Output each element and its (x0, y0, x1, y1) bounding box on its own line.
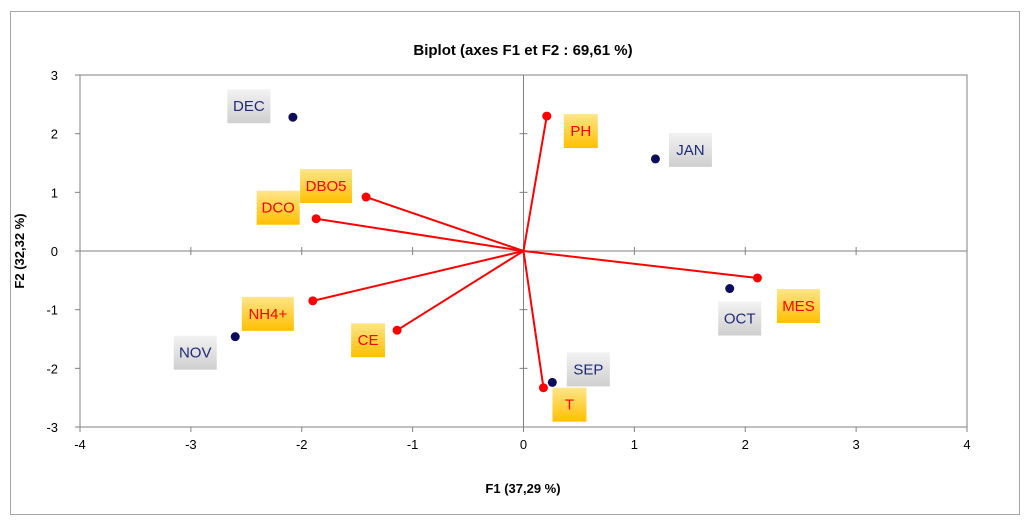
variable-point-ph (542, 111, 552, 121)
observation-label-nov-box (173, 335, 217, 370)
variable-vector-t (522, 250, 545, 388)
variable-vector-ce (396, 250, 525, 332)
variable-label-dco-box (256, 190, 300, 225)
variable-label-ph-text: PH (570, 123, 591, 140)
variable-point-ce (392, 325, 402, 335)
variable-point-dco (311, 214, 321, 224)
chart-frame (10, 11, 1020, 515)
observation-label-jan: JAN (668, 132, 712, 167)
variable-label-ce-text: CE (358, 332, 379, 349)
variable-label-nh4: NH4+ (241, 296, 294, 331)
observation-point-nov (230, 332, 240, 342)
y-tick-label: -1 (46, 303, 58, 318)
point-labels: PH DBO5 DCO MES NH4+ CE T DEC JAN OCT SEP NOV (173, 89, 820, 422)
x-tick-label: 3 (853, 437, 860, 452)
variable-label-nh4-text: NH4+ (248, 306, 287, 323)
variable-label-ce: CE (351, 323, 386, 358)
observation-label-sep-text: SEP (573, 361, 603, 378)
variable-point-nh4 (308, 296, 318, 306)
observation-label-sep-box (566, 352, 610, 387)
variable-label-ce-box (351, 323, 386, 358)
x-tick-label: 4 (963, 437, 970, 452)
observation-label-dec-box (227, 89, 271, 124)
observation-label-dec-text: DEC (233, 98, 265, 115)
y-tick-label: 2 (51, 127, 58, 142)
observation-label-jan-box (668, 132, 712, 167)
x-tick-label: 2 (742, 437, 749, 452)
x-tick-label: -4 (74, 437, 86, 452)
observation-point-dec (288, 112, 298, 122)
variable-point-dbo5 (361, 192, 371, 202)
y-tick-label: -2 (46, 361, 58, 376)
y-tick-label: 1 (51, 185, 58, 200)
variable-vector-ph (522, 115, 548, 252)
x-tick-label: 1 (631, 437, 638, 452)
variable-label-t: T (552, 387, 587, 422)
observation-label-oct-box (718, 301, 762, 336)
variable-vector-dco (316, 217, 524, 252)
variable-vector-mes (523, 250, 758, 279)
observation-points (230, 112, 735, 387)
x-tick-label: -3 (185, 437, 197, 452)
observation-label-sep: SEP (566, 352, 610, 387)
chart-title: Biplot (axes F1 et F2 : 69,61 %) (413, 42, 632, 59)
y-axis-label: F2 (32,32 %) (12, 213, 27, 288)
observation-label-nov: NOV (173, 335, 217, 370)
variable-label-dbo5-box (300, 169, 353, 204)
variable-label-nh4-box (241, 296, 294, 331)
y-tick-label: 3 (51, 68, 58, 83)
variable-vector-dbo5 (365, 196, 524, 252)
observation-point-jan (650, 154, 660, 164)
variable-vectors (308, 111, 762, 393)
variable-label-dco: DCO (256, 190, 300, 225)
x-axis-label: F1 (37,29 %) (485, 481, 560, 496)
observation-label-oct: OCT (718, 301, 762, 336)
variable-label-mes: MES (776, 288, 820, 323)
variable-label-mes-box (776, 288, 820, 323)
variable-label-ph: PH (563, 114, 598, 149)
x-tick-label: 0 (520, 437, 527, 452)
variable-point-t (538, 383, 548, 393)
variable-label-t-box (552, 387, 587, 422)
observation-label-dec: DEC (227, 89, 271, 124)
variable-label-t-text: T (565, 397, 574, 414)
observation-label-nov-text: NOV (179, 345, 212, 362)
x-tick-label: -1 (407, 437, 419, 452)
variable-label-dbo5: DBO5 (300, 169, 353, 204)
observation-label-jan-text: JAN (676, 142, 704, 159)
variable-label-mes-text: MES (782, 298, 815, 315)
y-tick-label: 0 (51, 244, 58, 259)
variable-point-mes (752, 273, 762, 283)
variable-vector-nh4 (312, 250, 524, 302)
variable-label-dco-text: DCO (261, 200, 294, 217)
variable-label-ph-box (563, 114, 598, 149)
variable-label-dbo5-text: DBO5 (306, 178, 347, 195)
observation-label-oct-text: OCT (724, 311, 756, 328)
observation-point-sep (547, 377, 557, 387)
y-tick-label: -3 (46, 420, 58, 435)
x-tick-label: -2 (296, 437, 308, 452)
observation-point-oct (725, 284, 735, 294)
